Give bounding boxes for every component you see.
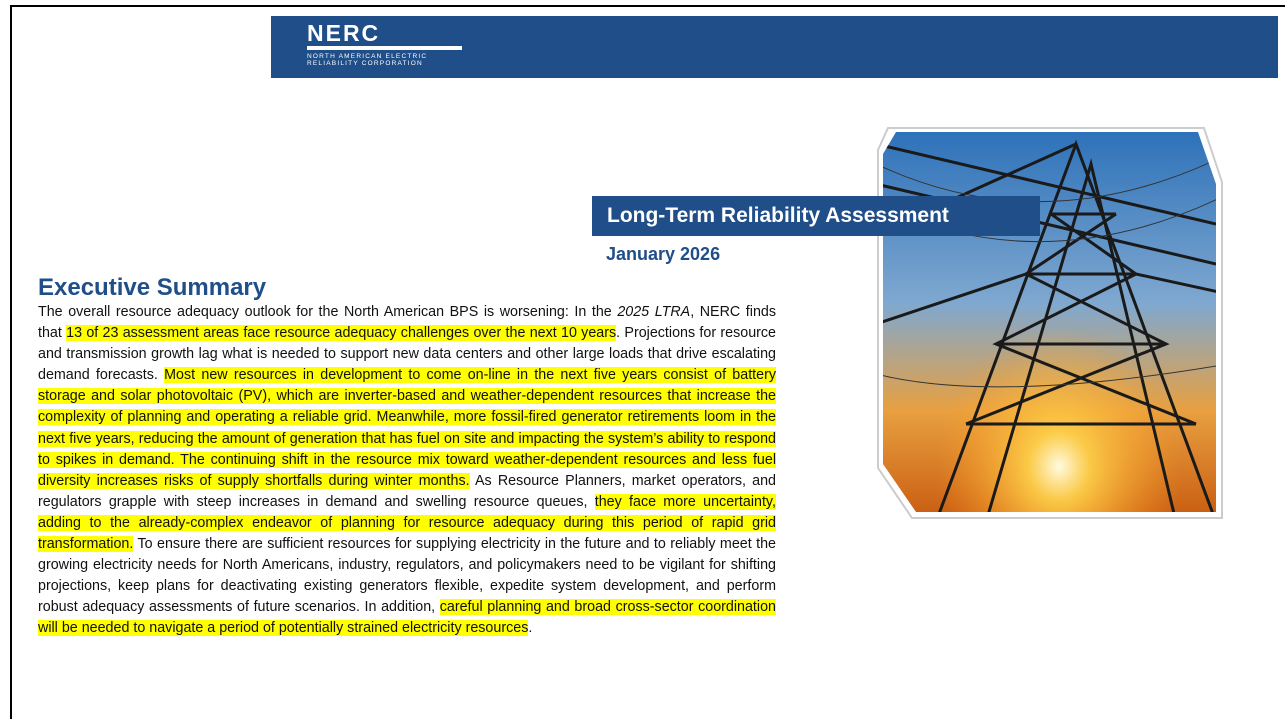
logo-rule: [307, 46, 462, 50]
logo-line: NORTH AMERICAN ELECTRIC: [307, 53, 427, 60]
body-text: 2025 LTRA: [617, 304, 690, 320]
highlighted-text: 13 of 23 assessment areas face resource …: [66, 325, 616, 341]
header-banner: NERC NORTH AMERICAN ELECTRIC RELIABILITY…: [271, 16, 1278, 78]
logo: NERC: [307, 20, 380, 47]
logo-line: RELIABILITY CORPORATION: [307, 60, 427, 67]
cover-photo: [876, 124, 1228, 522]
body-text: The overall resource adequacy outlook fo…: [38, 304, 617, 320]
section-heading: Executive Summary: [38, 274, 266, 302]
highlighted-text: Most new resources in development to com…: [38, 367, 776, 488]
report-date: January 2026: [606, 244, 720, 265]
summary-paragraph: The overall resource adequacy outlook fo…: [38, 302, 776, 640]
body-text: .: [528, 620, 532, 636]
report-title: Long-Term Reliability Assessment: [592, 196, 1040, 236]
page: {"header": {"logo": "NERC", "organizatio…: [0, 0, 1285, 719]
logo-subtitle: NORTH AMERICAN ELECTRIC RELIABILITY CORP…: [307, 53, 427, 67]
